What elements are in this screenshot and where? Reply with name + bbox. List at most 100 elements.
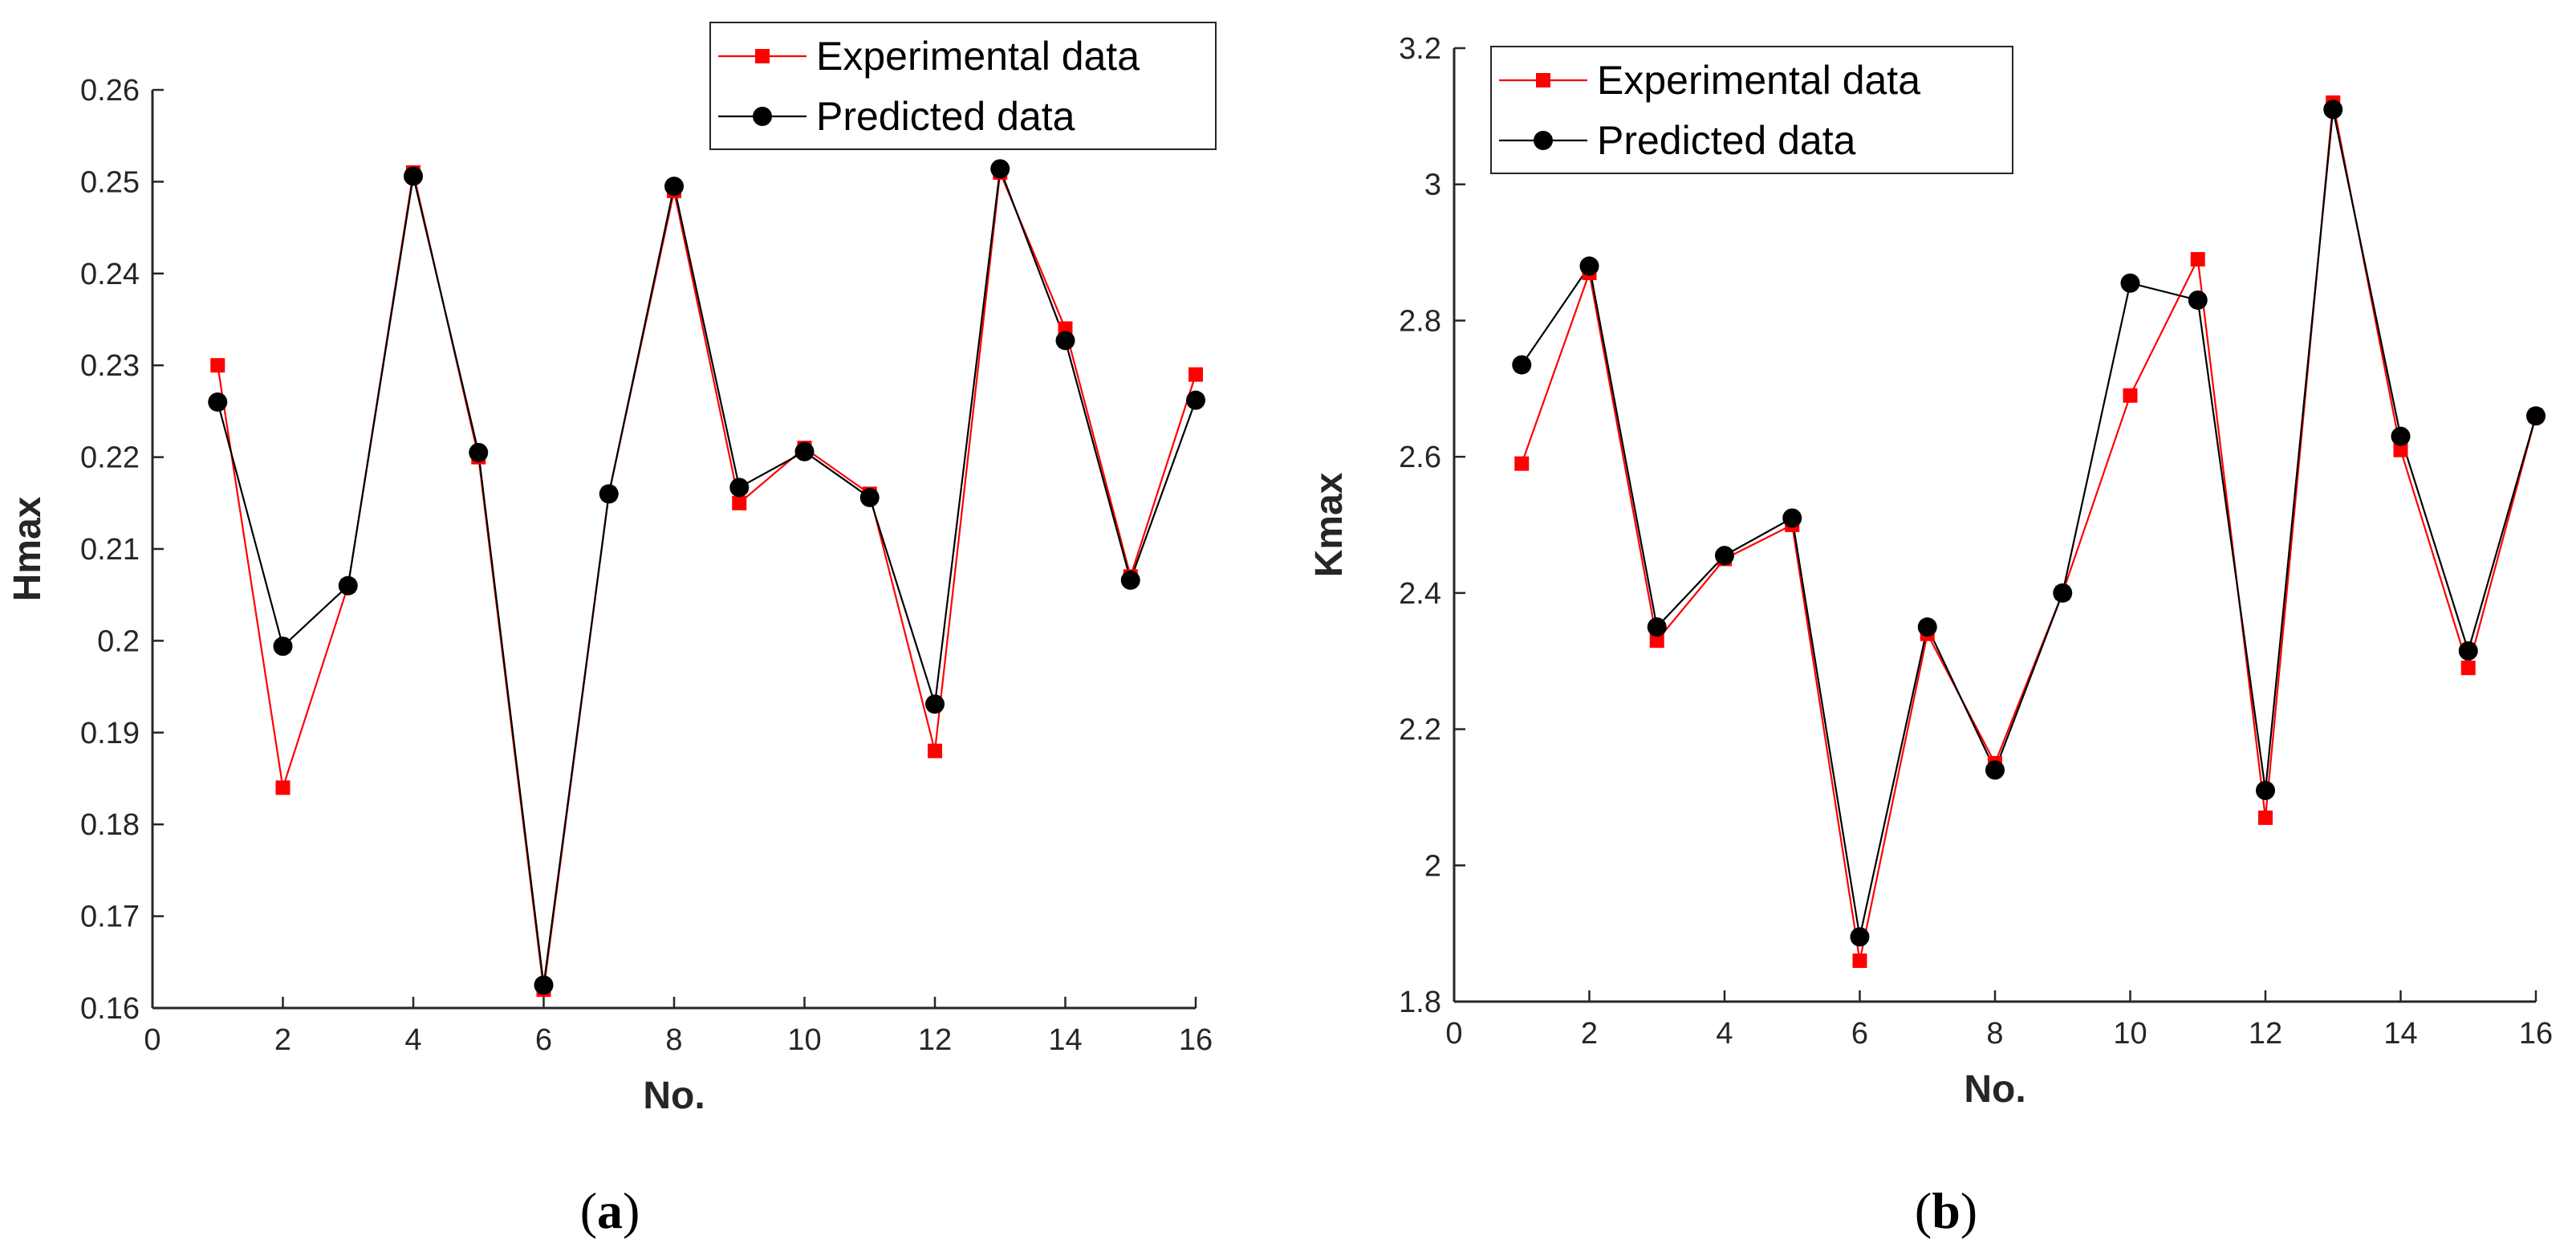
x-tick-label: 10 xyxy=(2113,1017,2147,1051)
predicted-point xyxy=(273,636,293,656)
legend-entry: Experimental data xyxy=(1597,58,1920,103)
legend: Experimental data Predicted data xyxy=(1490,46,2013,174)
legend-entry: Predicted data xyxy=(816,94,1075,139)
y-tick-label: 2 xyxy=(1424,849,1441,883)
panel-label-letter: b xyxy=(1932,1182,1960,1239)
x-tick-label: 8 xyxy=(665,1023,682,1057)
y-tick-label: 0.16 xyxy=(80,992,140,1026)
legend-circle-marker xyxy=(1534,131,1553,150)
x-tick-label: 14 xyxy=(1048,1023,1082,1057)
x-tick-label: 12 xyxy=(2249,1017,2282,1051)
y-tick-label: 0.2 xyxy=(97,624,140,658)
predicted-point xyxy=(2526,406,2546,426)
y-tick-label: 0.18 xyxy=(80,808,140,842)
x-tick-label: 16 xyxy=(2519,1017,2553,1051)
experimental-point xyxy=(1514,456,1530,471)
y-tick-label: 0.24 xyxy=(80,258,140,291)
experimental-point xyxy=(1649,633,1664,648)
predicted-point xyxy=(1850,927,1870,947)
predicted-point xyxy=(2188,290,2208,310)
x-tick-label: 6 xyxy=(1851,1017,1868,1051)
experimental-point xyxy=(1852,953,1867,969)
series-line-experimental xyxy=(1521,102,2537,961)
panel-label: (a) xyxy=(580,1182,640,1239)
series-line-predicted xyxy=(217,168,1197,986)
legend-entry: Predicted data xyxy=(1597,118,1856,163)
series-line-experimental xyxy=(217,169,1197,990)
legend-box xyxy=(709,22,1217,150)
chart-a: 0 2 4 6 8 10 12 14 16 0.16 0.17 0.18 0.19 0.2 0.21 0.22… xyxy=(6,22,1217,1239)
experimental-point xyxy=(2460,661,2476,676)
experimental-point xyxy=(2393,442,2408,457)
predicted-point xyxy=(729,478,750,498)
x-tick-label: 8 xyxy=(1986,1017,2003,1051)
x-tick-label: 14 xyxy=(2383,1017,2417,1051)
experimental-point xyxy=(2123,388,2138,403)
predicted-point xyxy=(404,166,423,186)
predicted-point xyxy=(338,575,358,596)
predicted-point xyxy=(2323,100,2343,120)
y-tick-label: 0.17 xyxy=(80,900,140,934)
panel-label-open: ( xyxy=(580,1182,597,1239)
experimental-point xyxy=(928,743,942,758)
y-tick-label: 1.8 xyxy=(1399,986,1441,1019)
x-tick-label: 12 xyxy=(918,1023,952,1057)
panel-label-open: ( xyxy=(1915,1182,1932,1239)
chart-b: 0 2 4 6 8 10 12 14 16 1.8 2 2.2 2.4 2.6 2.8 3 3.2 No. Kmax… xyxy=(1308,32,2553,1239)
x-tick-label: 2 xyxy=(1581,1017,1598,1051)
predicted-point xyxy=(2053,583,2073,603)
y-tick-label: 3.2 xyxy=(1399,32,1441,66)
legend-square-marker xyxy=(1536,73,1550,87)
predicted-point xyxy=(794,441,815,461)
experimental-point xyxy=(2190,252,2205,267)
y-tick-label: 0.23 xyxy=(80,349,140,383)
y-tick-label: 0.26 xyxy=(80,74,140,108)
x-tick-label: 4 xyxy=(1716,1017,1733,1051)
legend-circle-marker xyxy=(753,107,772,126)
predicted-point xyxy=(1715,546,1734,566)
series-line-predicted xyxy=(1521,109,2537,937)
predicted-point xyxy=(534,975,554,995)
legend-square-marker xyxy=(755,49,770,63)
predicted-point xyxy=(2120,273,2140,293)
experimental-point xyxy=(210,358,226,373)
y-tick-label: 2.2 xyxy=(1399,713,1441,747)
predicted-point xyxy=(208,392,228,412)
x-tick-label: 0 xyxy=(144,1023,160,1057)
x-tick-label: 16 xyxy=(1179,1023,1213,1057)
x-tick-label: 10 xyxy=(787,1023,821,1057)
predicted-point xyxy=(664,177,684,197)
predicted-point xyxy=(2391,426,2411,446)
predicted-point xyxy=(2458,640,2478,661)
y-tick-label: 2.4 xyxy=(1399,577,1441,611)
predicted-point xyxy=(1512,355,1532,375)
y-tick-label: 0.21 xyxy=(80,533,140,567)
predicted-point xyxy=(1782,508,1802,528)
predicted-point xyxy=(1579,256,1599,276)
x-tick-label: 0 xyxy=(1445,1017,1462,1051)
predicted-point xyxy=(469,442,489,462)
predicted-point xyxy=(1985,760,2005,780)
legend-box xyxy=(1490,46,2013,174)
y-tick-label: 2.8 xyxy=(1399,304,1441,338)
legend: Experimental data Predicted data xyxy=(709,22,1217,150)
experimental-point xyxy=(732,495,747,510)
experimental-point xyxy=(275,780,291,795)
panel-label-close: ) xyxy=(623,1182,640,1239)
x-tick-label: 2 xyxy=(274,1023,291,1057)
predicted-point xyxy=(1120,570,1140,590)
predicted-point xyxy=(1186,390,1205,410)
predicted-point xyxy=(1917,617,1937,637)
legend-entry: Experimental data xyxy=(816,34,1140,79)
y-tick-label: 3 xyxy=(1424,169,1441,202)
panel-label: (b) xyxy=(1915,1182,1977,1239)
panel-label-letter: a xyxy=(597,1182,623,1239)
predicted-point xyxy=(599,484,619,504)
y-axis-title: Hmax xyxy=(6,496,49,601)
panel-label-close: ) xyxy=(1960,1182,1977,1239)
predicted-point xyxy=(925,694,945,714)
y-axis-title: Kmax xyxy=(1308,472,1351,577)
x-axis-title: No. xyxy=(1964,1068,2025,1111)
y-tick-label: 0.25 xyxy=(80,165,140,199)
